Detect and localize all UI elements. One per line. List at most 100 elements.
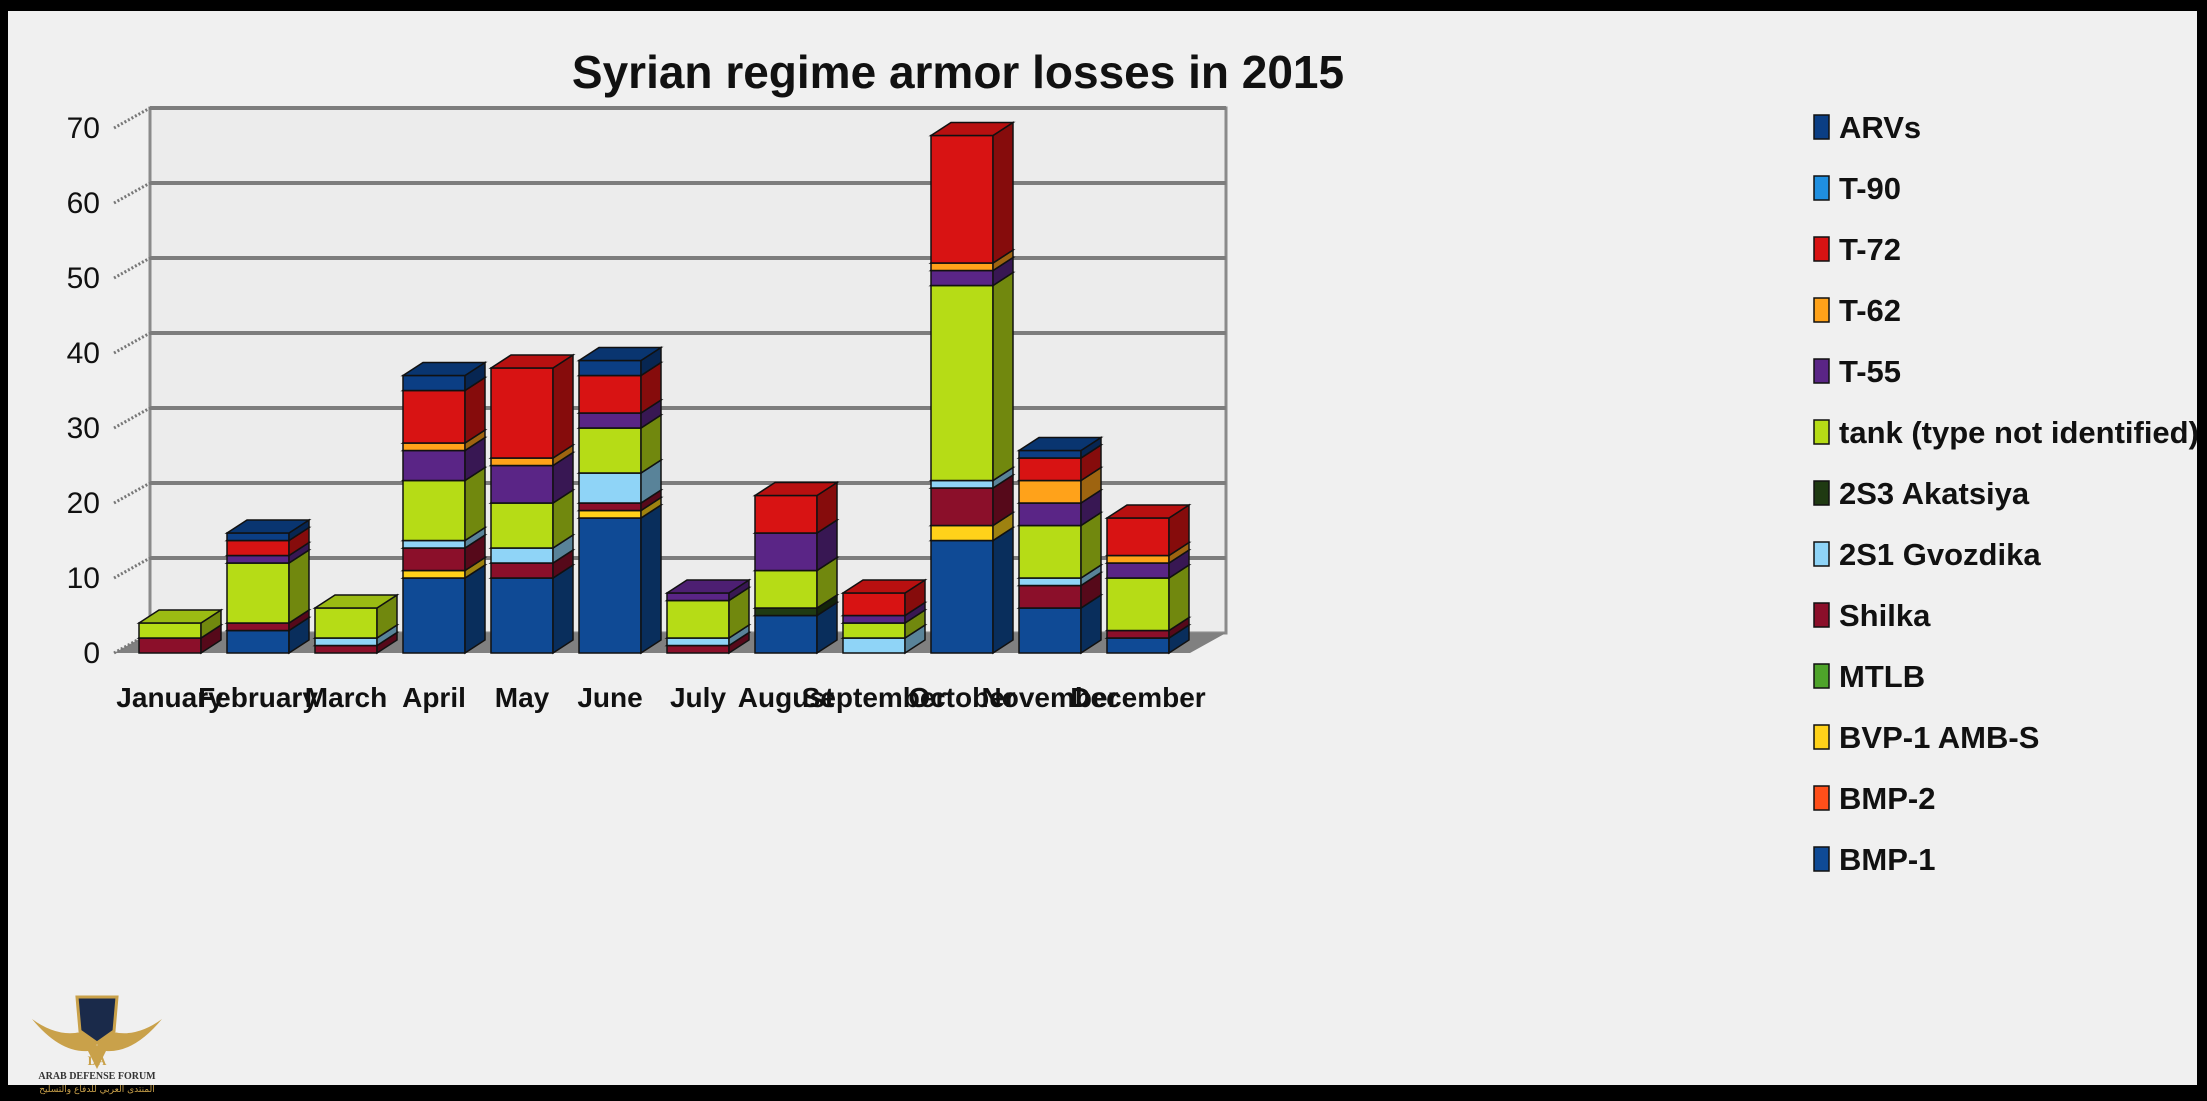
legend-label: T-72 bbox=[1839, 232, 1901, 267]
depth-tick bbox=[113, 556, 151, 580]
depth-tick bbox=[113, 256, 151, 280]
legend-item: T-55 bbox=[1813, 354, 1901, 389]
legend-label: T-55 bbox=[1839, 354, 1901, 389]
legend-swatch bbox=[1813, 602, 1830, 628]
legend-label: Shilka bbox=[1839, 598, 1931, 633]
y-tick-label: 70 bbox=[67, 112, 100, 145]
legend-label: BVP-1 AMB-S bbox=[1839, 720, 2039, 755]
legend-item: T-72 bbox=[1813, 232, 1901, 267]
bar-segment bbox=[312, 593, 400, 640]
bar-stack-july bbox=[664, 578, 752, 655]
bar-segment bbox=[576, 346, 664, 377]
bar-stack-december bbox=[1104, 503, 1192, 655]
depth-tick bbox=[113, 406, 151, 430]
legend-swatch bbox=[1813, 236, 1830, 262]
legend-item: MTLB bbox=[1813, 659, 1925, 694]
bar-stack-may bbox=[488, 353, 576, 655]
legend-item: BVP-1 AMB-S bbox=[1813, 720, 2039, 755]
logo-initials: DA bbox=[88, 1053, 107, 1068]
shield-icon bbox=[75, 995, 119, 1045]
legend-swatch bbox=[1813, 785, 1830, 811]
y-tick-label: 0 bbox=[83, 637, 100, 670]
legend-swatch bbox=[1813, 480, 1830, 506]
x-tick-label: February bbox=[198, 682, 318, 713]
depth-tick bbox=[113, 181, 151, 205]
legend-item: ARVs bbox=[1813, 110, 1921, 145]
bar-stack-february bbox=[224, 518, 312, 655]
legend-swatch bbox=[1813, 846, 1830, 872]
legend-label: MTLB bbox=[1839, 659, 1925, 694]
legend-label: ARVs bbox=[1839, 110, 1921, 145]
bar-segment bbox=[576, 503, 664, 655]
y-tick-label: 40 bbox=[67, 337, 100, 370]
bar-segment bbox=[1104, 503, 1192, 557]
depth-tick bbox=[113, 106, 151, 130]
legend-swatch bbox=[1813, 724, 1830, 750]
x-tick-label: March bbox=[305, 682, 387, 713]
bar-stack-november bbox=[1016, 436, 1104, 655]
bar-segment bbox=[400, 361, 488, 392]
x-tick-label: June bbox=[577, 682, 642, 713]
legend-swatch bbox=[1813, 419, 1830, 445]
depth-tick bbox=[113, 331, 151, 355]
x-tick-label: January bbox=[116, 682, 224, 713]
x-tick-label: November bbox=[982, 682, 1119, 713]
legend-item: 2S1 Gvozdika bbox=[1813, 537, 2041, 572]
legend-label: BMP-1 bbox=[1839, 842, 1935, 877]
x-tick-label: May bbox=[495, 682, 550, 713]
legend-item: Shilka bbox=[1813, 598, 1931, 633]
bar-segment bbox=[752, 481, 840, 535]
bar-segment bbox=[928, 121, 1016, 265]
bar-segment bbox=[928, 526, 1016, 655]
legend-item: T-90 bbox=[1813, 171, 1901, 206]
legend-swatch bbox=[1813, 114, 1830, 140]
x-tick-label: July bbox=[670, 682, 726, 713]
x-tick-label: October bbox=[908, 682, 1015, 713]
bar-stack-september bbox=[840, 578, 928, 655]
chart: Syrian regime armor losses in 2015 0 10 20… bbox=[67, 46, 2197, 877]
bar-stack-april bbox=[400, 361, 488, 655]
eagle-wings-icon bbox=[32, 1019, 162, 1069]
depth-tick bbox=[113, 481, 151, 505]
x-tick-label: August bbox=[738, 682, 834, 713]
legend-label: tank (type not identified) bbox=[1839, 415, 2197, 450]
bar-segment bbox=[928, 271, 1016, 482]
arab-defense-forum-logo: DA ARAB DEFENSE FORUM المنتدى العربي للد… bbox=[32, 995, 162, 1095]
legend-swatch bbox=[1813, 541, 1830, 567]
legend-label: T-90 bbox=[1839, 171, 1901, 206]
legend-item: BMP-2 bbox=[1813, 781, 1935, 816]
bar-stack-august bbox=[752, 481, 840, 655]
legend-label: 2S3 Akatsiya bbox=[1839, 476, 2030, 511]
bar-segment bbox=[224, 518, 312, 542]
bar-segment bbox=[840, 578, 928, 617]
bar-stack-october bbox=[928, 121, 1016, 655]
y-tick-label: 10 bbox=[67, 562, 100, 595]
legend-item: tank (type not identified) bbox=[1813, 415, 2197, 450]
legend-label: BMP-2 bbox=[1839, 781, 1935, 816]
logo-name: ARAB DEFENSE FORUM bbox=[38, 1071, 156, 1082]
bar-segment bbox=[664, 578, 752, 602]
x-tick-label: April bbox=[402, 682, 466, 713]
depth-tick bbox=[113, 631, 151, 655]
chart-frame: Syrian regime armor losses in 2015 0 10 20… bbox=[8, 11, 2197, 1095]
y-tick-label: 50 bbox=[67, 262, 100, 295]
legend-swatch bbox=[1813, 663, 1830, 689]
x-tick-label: September bbox=[802, 682, 947, 713]
legend-item: 2S3 Akatsiya bbox=[1813, 476, 2030, 511]
legend-swatch bbox=[1813, 358, 1830, 384]
y-tick-label: 60 bbox=[67, 187, 100, 220]
legend-item: BMP-1 bbox=[1813, 842, 1935, 877]
y-tick-label: 20 bbox=[67, 487, 100, 520]
bar-stack-march bbox=[312, 593, 400, 655]
bar-segment bbox=[488, 353, 576, 460]
x-tick-label: December bbox=[1070, 682, 1206, 713]
logo-arabic: المنتدى العربي للدفاع والتسليح bbox=[39, 1085, 154, 1095]
bar-segment bbox=[1016, 436, 1104, 460]
y-tick-label: 30 bbox=[67, 412, 100, 445]
legend-label: T-62 bbox=[1839, 293, 1901, 328]
bar-stack-january bbox=[136, 608, 224, 655]
legend-swatch bbox=[1813, 297, 1830, 323]
legend-label: 2S1 Gvozdika bbox=[1839, 537, 2041, 572]
chart-title: Syrian regime armor losses in 2015 bbox=[572, 46, 1344, 98]
bar-segment bbox=[136, 608, 224, 640]
